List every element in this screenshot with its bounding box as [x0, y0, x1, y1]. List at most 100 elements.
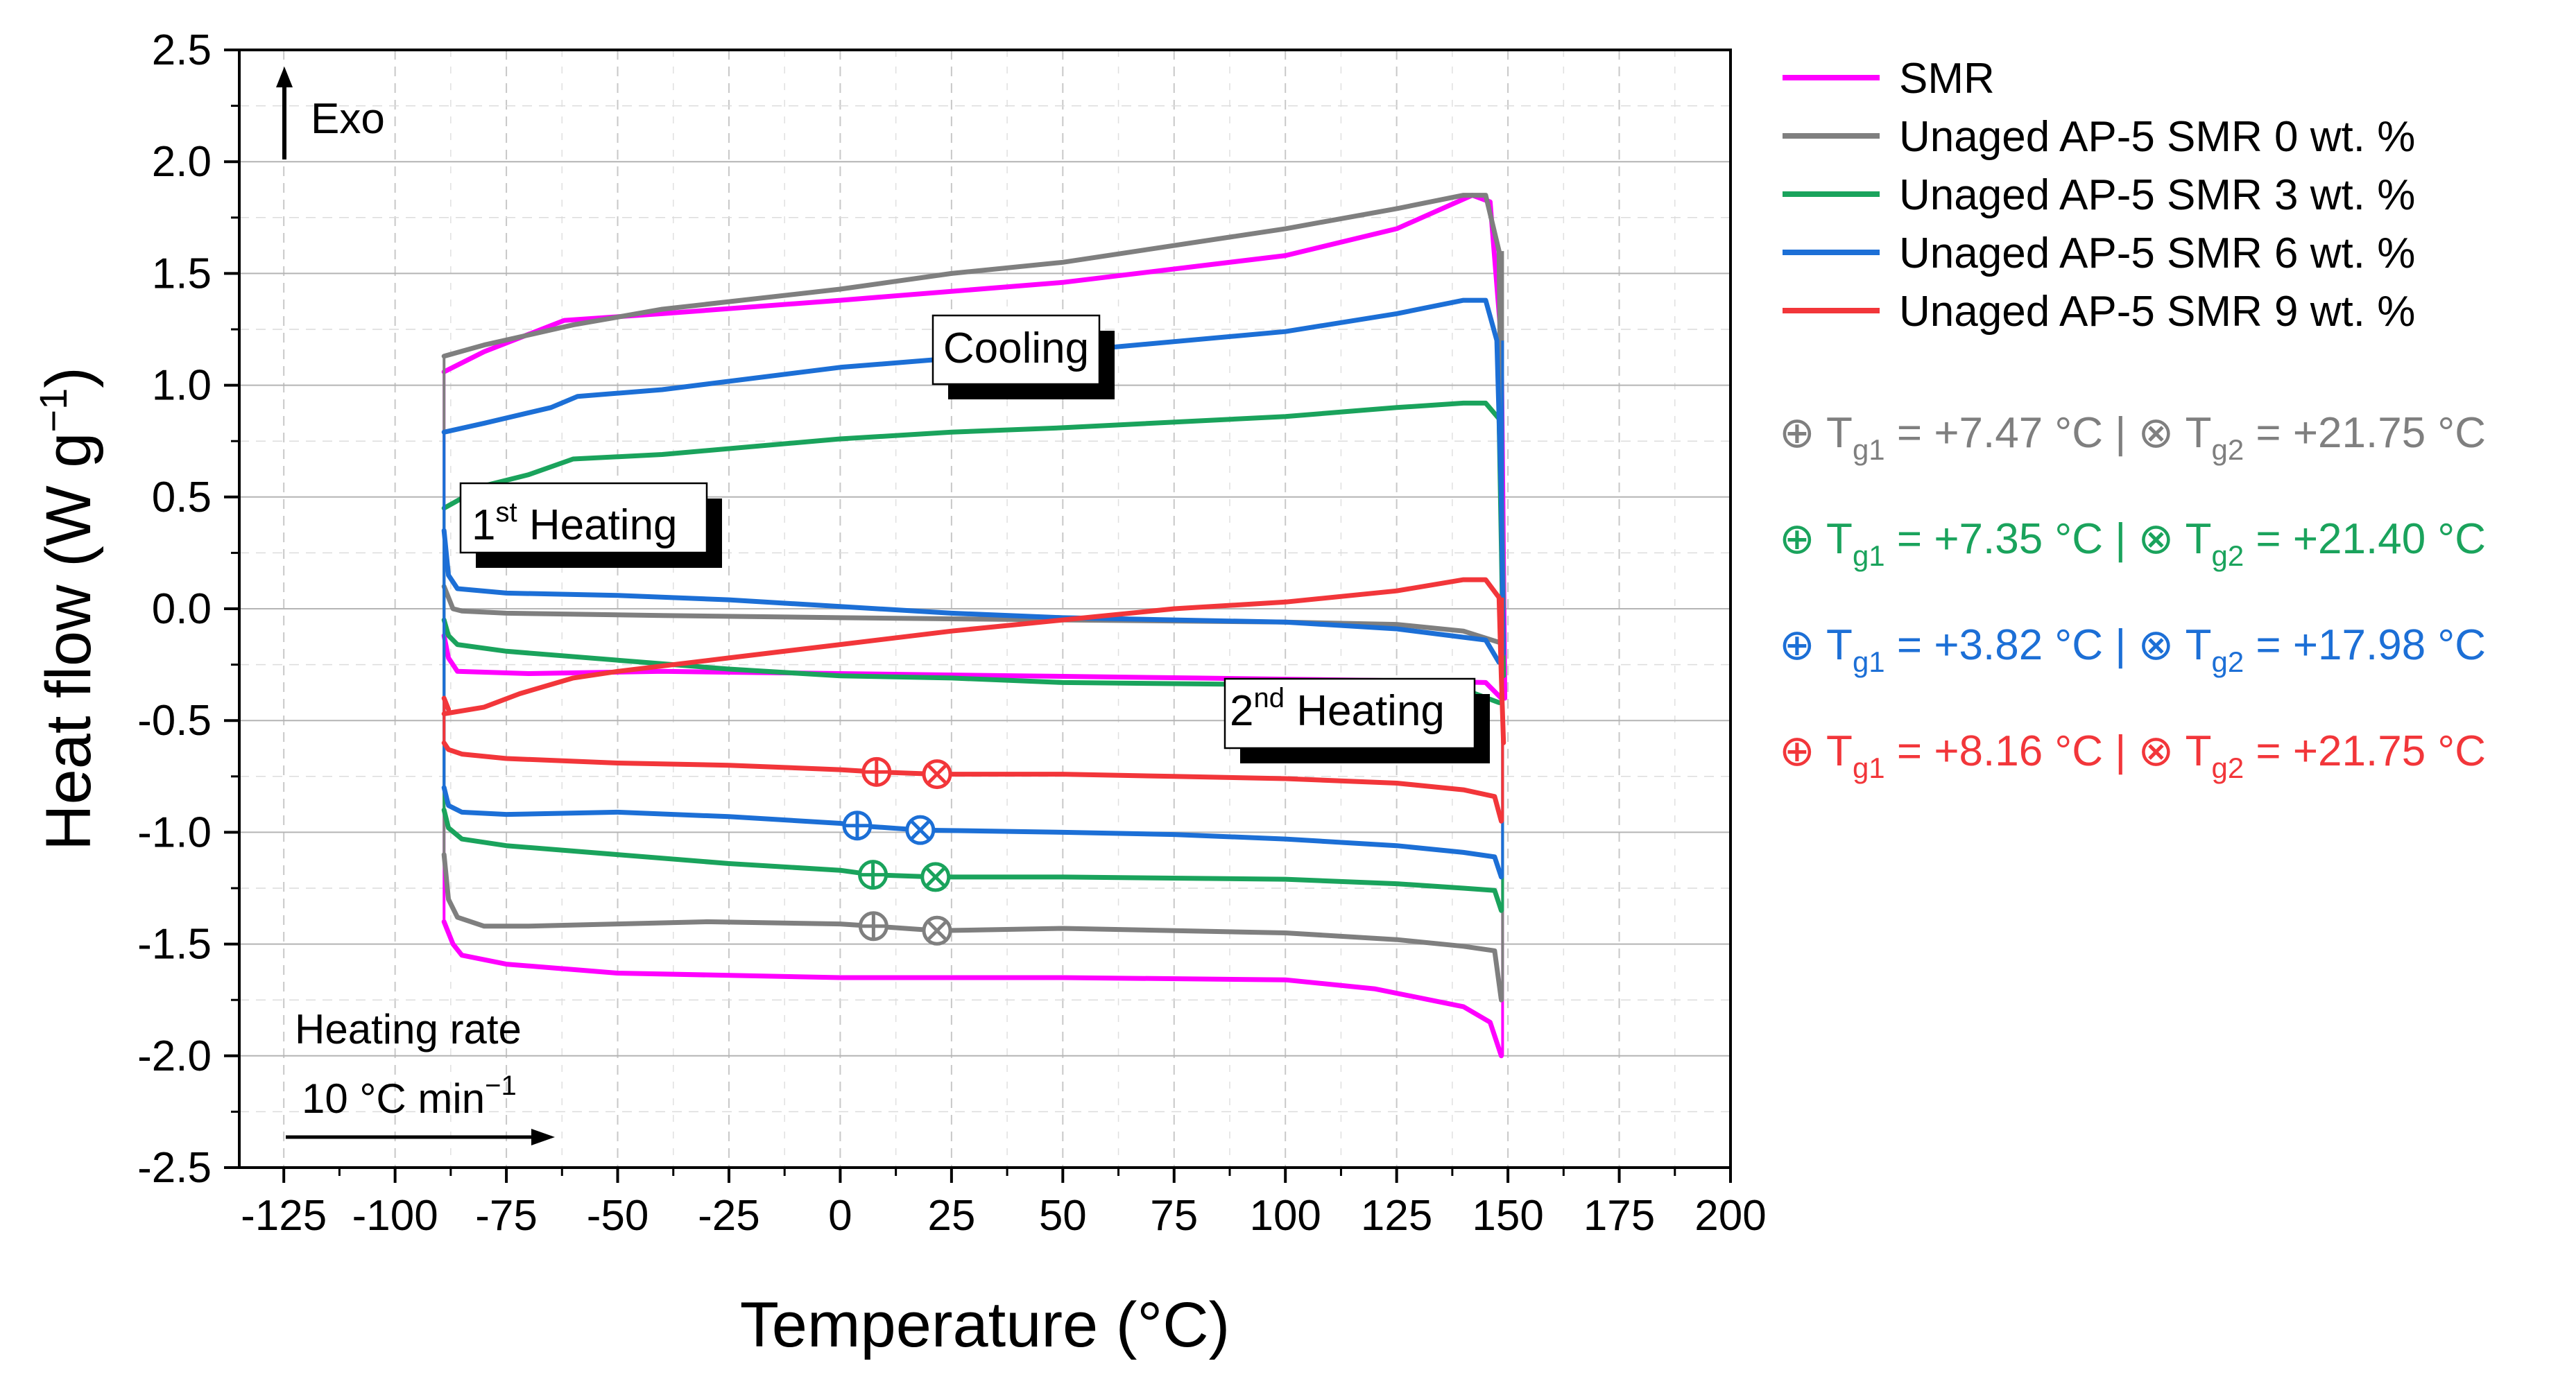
legend-label: Unaged AP-5 SMR 0 wt. % — [1899, 113, 2415, 161]
y-tick-label: 2.5 — [152, 26, 212, 74]
x-axis-title: Temperature (°C) — [740, 1290, 1230, 1360]
series-line-cooling — [441, 577, 1506, 745]
tg-value-2: = +21.75 °C — [2244, 409, 2486, 457]
tg-value-2: = +21.40 °C — [2244, 515, 2486, 563]
exo-arrow-head — [276, 67, 293, 87]
tg1-marker — [861, 756, 892, 787]
tg1-marker — [858, 860, 888, 890]
heating-rate-sup: −1 — [485, 1071, 517, 1101]
heating-rate-arrow-head — [531, 1129, 555, 1145]
tg-value-1: = +7.35 °C | ⊗ T — [1885, 515, 2212, 563]
tg-symbol-1: ⊕ T — [1779, 409, 1853, 457]
tg-sub-2: g2 — [2211, 539, 2244, 572]
tg2-marker-d2 — [925, 866, 946, 888]
x-tick-label: -75 — [475, 1192, 538, 1240]
tg-sub-1: g1 — [1853, 433, 1885, 466]
tg-sub-1: g1 — [1853, 752, 1885, 784]
tg-symbol-1: ⊕ T — [1779, 621, 1853, 669]
legend-label: Unaged AP-5 SMR 3 wt. % — [1899, 171, 2415, 219]
series-line-heating2 — [441, 852, 1504, 1003]
tg-markers — [842, 756, 952, 946]
x-tick-label: 25 — [927, 1192, 975, 1240]
tg-sub-2: g2 — [2211, 646, 2244, 678]
x-tick-label: 75 — [1150, 1192, 1198, 1240]
y-tick-label: -2.0 — [137, 1032, 212, 1080]
tg2-marker — [920, 862, 951, 892]
legend: SMR Unaged AP-5 SMR 0 wt. % Unaged AP-5 SM… — [1783, 55, 2415, 336]
x-tick-label: 175 — [1583, 1192, 1655, 1240]
heating-rate-label: Heating rate — [295, 1006, 522, 1053]
tg2-marker — [922, 915, 952, 946]
heating1-annotation-box — [459, 482, 708, 554]
tg-sub-1: g1 — [1853, 539, 1885, 572]
heating2-annotation-box — [1223, 677, 1476, 750]
legend-item: Unaged AP-5 SMR 6 wt. % — [1783, 229, 2415, 277]
y-tick-label: 1.5 — [152, 250, 212, 297]
heating2-num: 2 — [1230, 687, 1253, 735]
heating1-num: 1 — [472, 501, 495, 549]
tg-value-2: = +21.75 °C — [2244, 727, 2486, 775]
cooling-label: Cooling — [943, 324, 1089, 372]
y-tick-label: -1.5 — [137, 921, 212, 969]
tg-value-1: = +3.82 °C | ⊗ T — [1885, 621, 2212, 669]
legend-label: Unaged AP-5 SMR 9 wt. % — [1899, 288, 2415, 336]
y-axis-title: Heat flow (W g−1) — [31, 367, 104, 851]
tg-legend: ⊕ Tg1 = +7.47 °C | ⊗ Tg2 = +21.75 °C⊕ Tg… — [1779, 409, 2486, 784]
x-tick-label: -125 — [241, 1192, 327, 1240]
legend-label: Unaged AP-5 SMR 6 wt. % — [1899, 229, 2415, 277]
legend-label: SMR — [1899, 55, 1995, 103]
tg-value-1: = +7.47 °C | ⊗ T — [1885, 409, 2212, 457]
series-line-cooling — [441, 400, 1506, 679]
tg-sub-2: g2 — [2211, 433, 2244, 466]
x-tick-label: -50 — [587, 1192, 649, 1240]
y-tick-label: -1.0 — [137, 808, 212, 856]
legend-item: Unaged AP-5 SMR 0 wt. % — [1783, 113, 2415, 161]
y-axis-title-sup: −1 — [31, 388, 75, 433]
legend-item: Unaged AP-5 SMR 9 wt. % — [1783, 288, 2415, 336]
tg2-marker — [922, 759, 952, 790]
tg1-marker — [842, 811, 873, 841]
series-line-heating1 — [441, 584, 1502, 645]
heating-rate-value: 10 °C min−1 — [302, 1071, 517, 1122]
y-axis-title-main: Heat flow (W g — [33, 433, 104, 851]
annotations: Exo Cooling 1st Heating 2nd Heating Heating … — [276, 67, 1490, 1145]
x-tick-label: -100 — [352, 1192, 438, 1240]
x-tick-label: -25 — [698, 1192, 760, 1240]
y-tick-label: -2.5 — [137, 1144, 212, 1192]
x-tick-label: 200 — [1694, 1192, 1766, 1240]
heating1-label: 1st Heating — [472, 497, 678, 549]
series-line-heating2 — [441, 919, 1504, 1059]
tg-symbol-1: ⊕ T — [1779, 515, 1853, 563]
heating2-label: 2nd Heating — [1230, 683, 1445, 735]
tg2-marker-d2 — [909, 820, 931, 841]
tg-legend-item: ⊕ Tg1 = +7.47 °C | ⊗ Tg2 = +21.75 °C — [1779, 409, 2486, 466]
legend-item: Unaged AP-5 SMR 3 wt. % — [1783, 171, 2415, 219]
axis-ticks: -125 -100 -75 -50 -25 0 25 50 75 100 125 150 175 200 2… — [137, 26, 1767, 1240]
series-line-heating2 — [441, 785, 1504, 880]
x-tick-label: 0 — [828, 1192, 852, 1240]
y-tick-label: 2.0 — [152, 138, 212, 186]
tg1-marker — [858, 911, 888, 942]
tg-sub-1: g1 — [1853, 646, 1885, 678]
heating2-sup: nd — [1253, 683, 1285, 713]
tg-legend-item: ⊕ Tg1 = +7.35 °C | ⊗ Tg2 = +21.40 °C — [1779, 515, 2486, 572]
y-tick-label: -0.5 — [137, 697, 212, 745]
series-line-cooling — [441, 193, 1506, 612]
heating1-sup: st — [495, 497, 517, 528]
grid — [239, 49, 1731, 1168]
x-tick-label: 125 — [1361, 1192, 1432, 1240]
tg-legend-item: ⊕ Tg1 = +3.82 °C | ⊗ Tg2 = +17.98 °C — [1779, 621, 2486, 678]
cooling-annotation-box — [931, 314, 1101, 386]
x-tick-label: 150 — [1472, 1192, 1543, 1240]
tg2-marker-d2 — [926, 763, 948, 785]
tg-sub-2: g2 — [2211, 752, 2244, 784]
legend-item: SMR — [1783, 55, 1995, 103]
y-axis-title-close: ) — [33, 367, 104, 388]
tg-legend-item: ⊕ Tg1 = +8.16 °C | ⊗ Tg2 = +21.75 °C — [1779, 727, 2486, 784]
y-tick-label: 0.0 — [152, 585, 212, 633]
heating1-rest: Heating — [517, 501, 678, 549]
exo-label: Exo — [311, 95, 385, 143]
tg-symbol-1: ⊕ T — [1779, 727, 1853, 775]
series-line-heating1 — [441, 528, 1502, 665]
